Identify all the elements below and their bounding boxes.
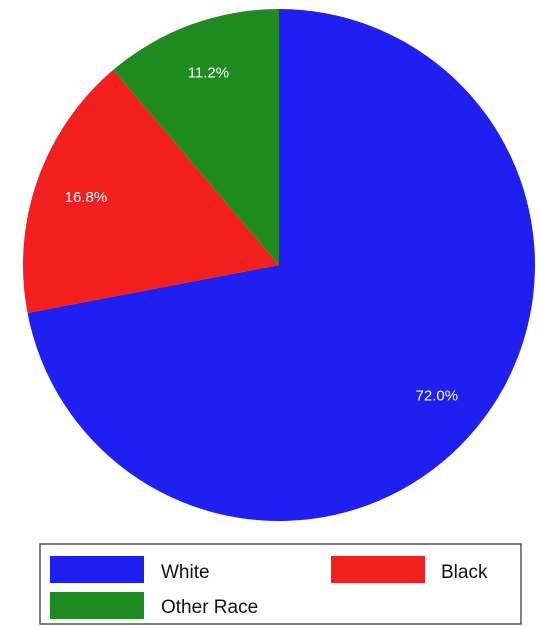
slice-label-black: 16.8% [65,189,108,206]
legend-label-black: Black [441,562,488,583]
legend-label-white: White [161,562,210,583]
slice-label-other-race: 11.2% [188,65,229,82]
legend-swatch-other-race [50,592,144,619]
slice-labels: 72.0% 16.8% 11.2% [65,65,458,405]
slice-label-white: 72.0% [416,388,459,405]
legend-label-other-race: Other Race [161,597,258,618]
pie-slices [22,8,535,521]
legend-swatch-white [50,556,144,583]
pie-slice-white [27,9,535,521]
pie-slice-other-race [113,8,279,265]
pie-slice-black [22,69,280,313]
legend: White Black Other Race [39,543,522,625]
legend-swatch-black [331,556,425,583]
